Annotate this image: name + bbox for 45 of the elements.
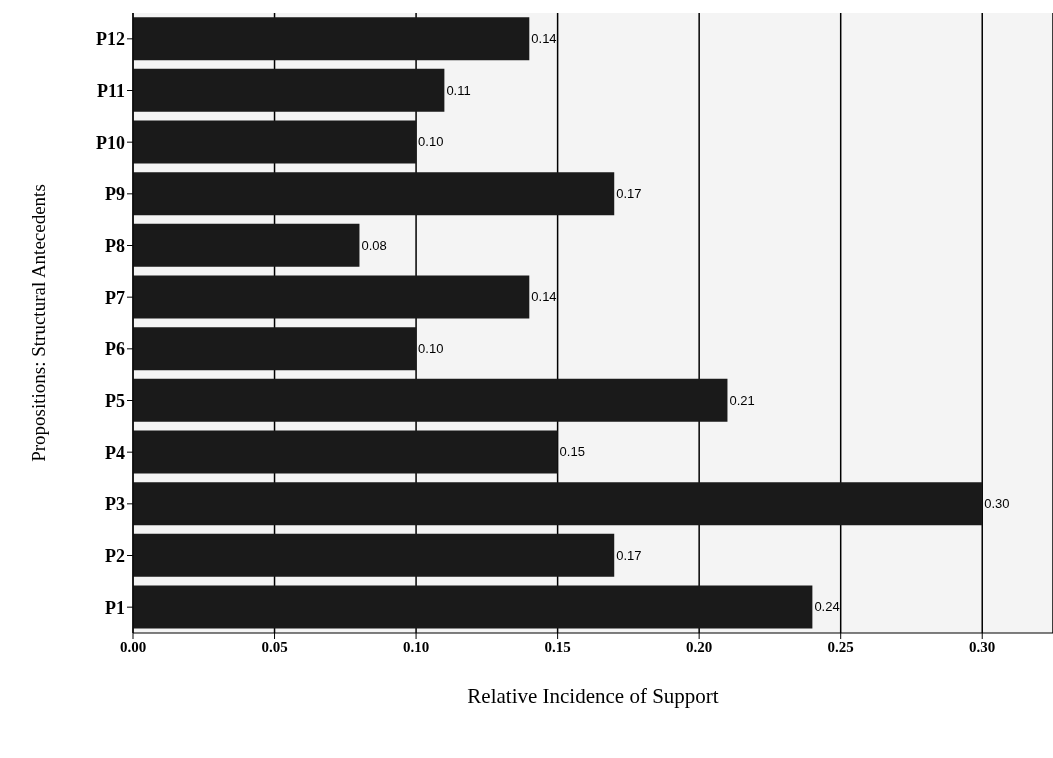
data-label: 0.30 [984, 496, 1010, 512]
data-label: 0.10 [418, 341, 444, 357]
y-tick-label: P9 [105, 184, 125, 205]
x-tick-label: 0.25 [827, 638, 854, 655]
y-tick-label: P8 [105, 235, 125, 256]
y-tick-label: P7 [105, 287, 125, 308]
bar [133, 68, 445, 112]
bar [133, 533, 615, 577]
bar [133, 275, 530, 319]
y-tick-label: P11 [96, 80, 125, 101]
data-label: 0.21 [729, 392, 755, 408]
x-tick-label: 0.10 [402, 638, 430, 655]
bar [133, 172, 615, 216]
bar [133, 327, 417, 371]
bar [133, 17, 530, 61]
y-tick-label: P3 [105, 494, 125, 515]
y-tick-label: P10 [96, 132, 125, 153]
x-axis-title: Relative Incidence of Support [467, 684, 719, 708]
x-tick-label: 0.00 [119, 638, 147, 655]
data-label: 0.10 [418, 134, 444, 150]
y-tick-label: P4 [105, 442, 125, 463]
bar [133, 223, 360, 267]
data-label: 0.14 [531, 31, 557, 47]
data-label: 0.24 [814, 599, 840, 615]
x-tick-label: 0.05 [261, 638, 288, 655]
y-tick-label: P6 [105, 339, 125, 360]
y-tick-label: P12 [96, 29, 125, 50]
bar [133, 378, 728, 422]
data-label: 0.14 [531, 289, 557, 305]
data-label: 0.15 [559, 444, 585, 460]
data-label: 0.08 [361, 237, 387, 253]
y-tick-label: P5 [105, 390, 125, 411]
data-label: 0.17 [616, 547, 642, 563]
bar [133, 430, 558, 474]
data-label: 0.17 [616, 186, 642, 202]
bar [133, 482, 983, 526]
y-axis-title: Propositions: Structural Antecedents [27, 184, 49, 462]
data-label: 0.11 [446, 82, 471, 98]
bar [133, 120, 417, 164]
y-tick-label: P2 [105, 545, 125, 566]
x-tick-label: 0.30 [969, 638, 996, 655]
y-tick-label: P1 [105, 597, 125, 618]
x-tick-label: 0.20 [686, 638, 713, 655]
bar [133, 585, 813, 629]
x-tick-label: 0.15 [544, 638, 571, 655]
